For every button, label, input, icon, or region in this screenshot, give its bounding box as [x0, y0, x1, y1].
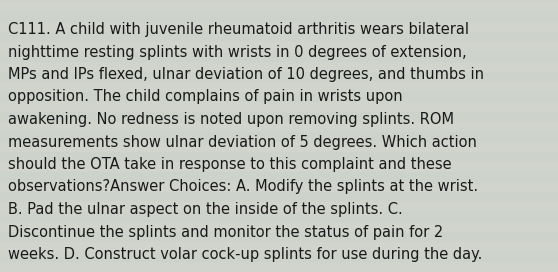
Bar: [0, 222, 558, 232]
Bar: [0, 82, 558, 92]
Bar: [0, 122, 558, 132]
Bar: [0, 42, 558, 52]
Bar: [0, 182, 558, 192]
Bar: [0, 32, 558, 42]
Text: B. Pad the ulnar aspect on the inside of the splints. C.: B. Pad the ulnar aspect on the inside of…: [8, 202, 403, 217]
Bar: [0, 0, 558, 2]
Text: C111. A child with juvenile rheumatoid arthritis wears bilateral: C111. A child with juvenile rheumatoid a…: [8, 22, 469, 37]
Bar: [0, 102, 558, 112]
Text: MPs and IPs flexed, ulnar deviation of 10 degrees, and thumbs in: MPs and IPs flexed, ulnar deviation of 1…: [8, 67, 484, 82]
Bar: [0, 202, 558, 212]
Bar: [0, 262, 558, 272]
Text: awakening. No redness is noted upon removing splints. ROM: awakening. No redness is noted upon remo…: [8, 112, 454, 127]
Bar: [0, 132, 558, 142]
Bar: [0, 232, 558, 242]
Text: opposition. The child complains of pain in wrists upon: opposition. The child complains of pain …: [8, 89, 403, 104]
Bar: [0, 72, 558, 82]
Bar: [0, 12, 558, 22]
Bar: [0, 162, 558, 172]
Text: measurements show ulnar deviation of 5 degrees. Which action: measurements show ulnar deviation of 5 d…: [8, 134, 477, 150]
Bar: [0, 192, 558, 202]
Bar: [0, 2, 558, 12]
Bar: [0, 212, 558, 222]
Bar: [0, 92, 558, 102]
Bar: [0, 22, 558, 32]
Bar: [0, 172, 558, 182]
Bar: [0, 142, 558, 152]
Text: weeks. D. Construct volar cock-up splints for use during the day.: weeks. D. Construct volar cock-up splint…: [8, 247, 482, 262]
Text: nighttime resting splints with wrists in 0 degrees of extension,: nighttime resting splints with wrists in…: [8, 45, 466, 60]
Bar: [0, 252, 558, 262]
Text: Discontinue the splints and monitor the status of pain for 2: Discontinue the splints and monitor the …: [8, 224, 443, 240]
Text: observations?Answer Choices: A. Modify the splints at the wrist.: observations?Answer Choices: A. Modify t…: [8, 180, 478, 194]
Bar: [0, 152, 558, 162]
Bar: [0, 242, 558, 252]
Bar: [0, 112, 558, 122]
Text: should the OTA take in response to this complaint and these: should the OTA take in response to this …: [8, 157, 451, 172]
Bar: [0, 52, 558, 62]
Bar: [0, 62, 558, 72]
